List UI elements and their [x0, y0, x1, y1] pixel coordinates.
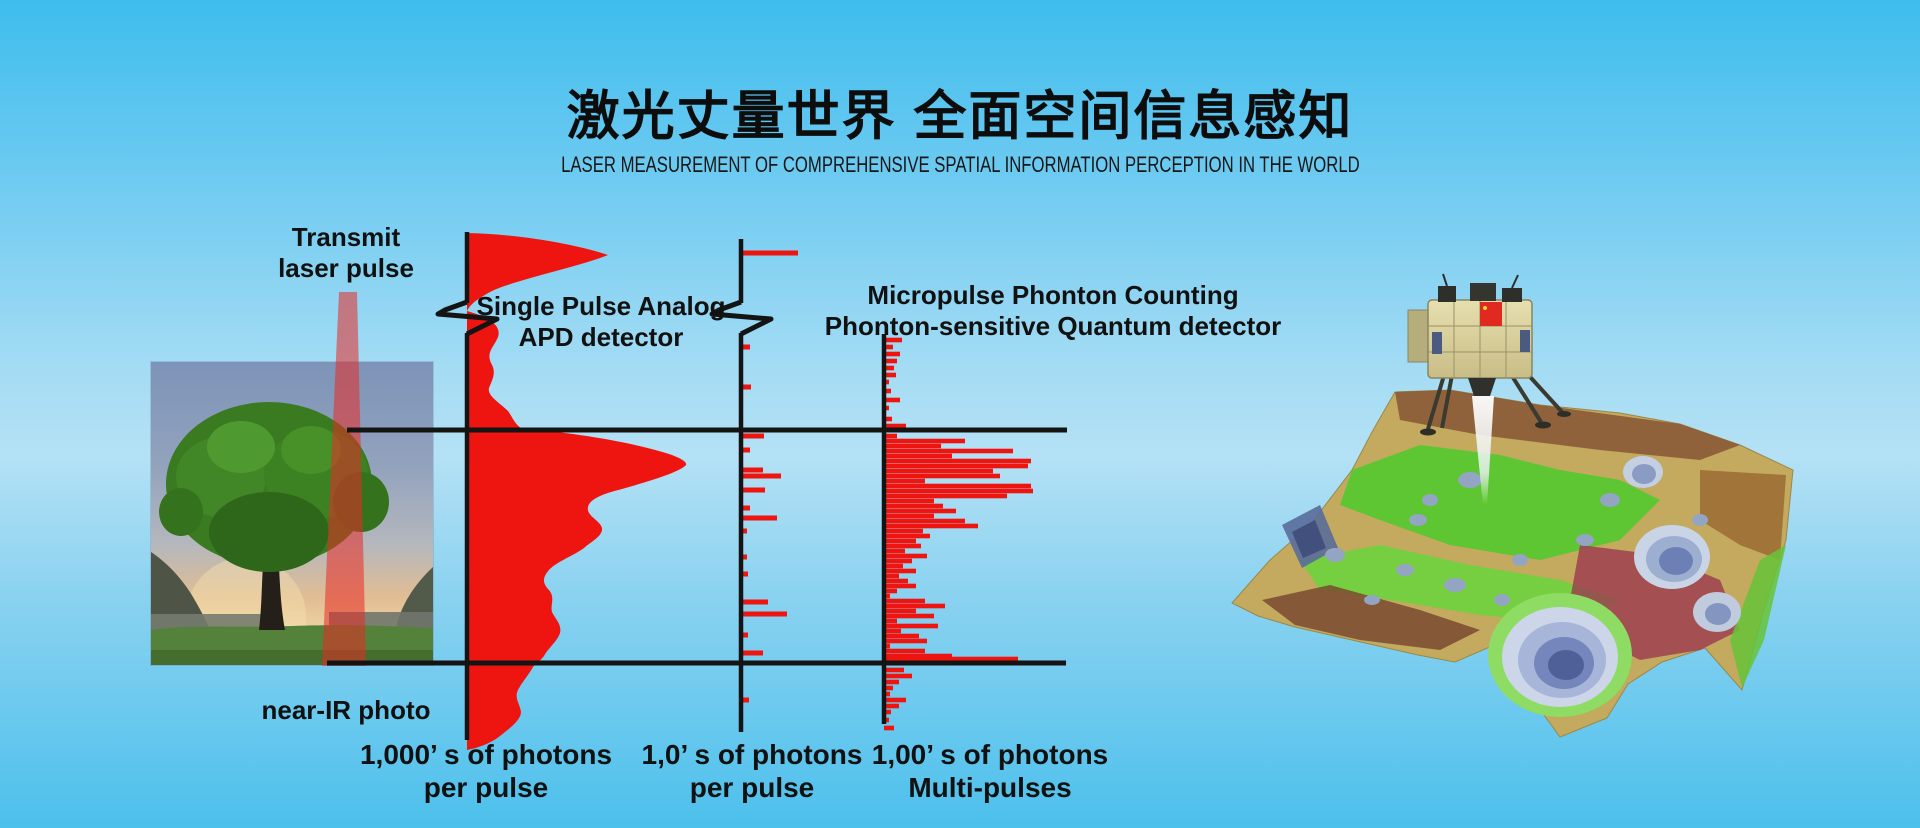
- near-ir-photo-label: near-IR photo: [261, 695, 431, 725]
- apd-detector-label: Single Pulse Analog APD detector: [476, 291, 726, 352]
- terrain-mounds: [1325, 472, 1708, 606]
- axis-break-icon: [435, 299, 500, 337]
- photon-histogram-multi: [884, 337, 1033, 731]
- transmit-laser-pulse-label: Transmit laser pulse: [278, 222, 414, 283]
- quantum-detector-label: Micropulse Phonton Counting Phonton-sens…: [824, 280, 1282, 341]
- page-subtitle: LASER MEASUREMENT OF COMPREHENSIVE SPATI…: [0, 152, 1920, 178]
- crater-small: [1623, 456, 1741, 632]
- china-flag: [1480, 302, 1502, 326]
- axes: [464, 232, 887, 740]
- crater-large: [1488, 593, 1632, 717]
- terrain-3d-map: [1231, 389, 1794, 738]
- lunar-lander: [1407, 273, 1571, 505]
- altimeter-beam: [1472, 396, 1494, 505]
- crater-medium: [1634, 525, 1710, 589]
- photons-per-pulse-label-2: 1,0’ s of photons per pulse: [641, 739, 863, 803]
- apd-waveform: [467, 233, 687, 750]
- page-title: 激光丈量世界 全面空间信息感知: [566, 87, 1354, 146]
- photon-histogram-single: [741, 250, 798, 703]
- page-subtitle-text: LASER MEASUREMENT OF COMPREHENSIVE SPATI…: [560, 152, 1360, 177]
- photons-per-pulse-label-1: 1,000’ s of photons per pulse: [359, 739, 613, 803]
- photons-multi-pulses-label: 1,00’ s of photons Multi-pulses: [871, 739, 1109, 803]
- tree-canopy: [159, 402, 389, 572]
- laser-beam: [322, 292, 366, 666]
- reference-lines: [327, 427, 1067, 666]
- axis-break-icon: [709, 299, 774, 337]
